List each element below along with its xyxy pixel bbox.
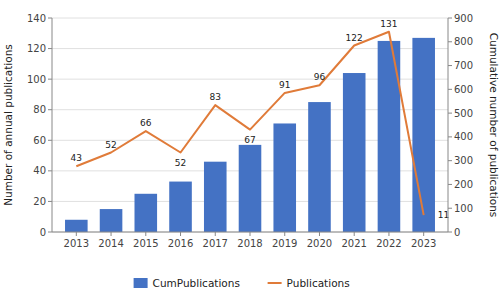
y2-tick [448,208,452,209]
y2-tick-label: 700 [454,60,473,71]
bar [308,102,331,232]
x-tick-label: 2023 [411,238,436,249]
legend-swatch [268,282,282,284]
x-tick [145,232,146,236]
x-tick [215,232,216,236]
data-label: 52 [105,140,116,150]
line [76,32,423,215]
y2-tick-label: 200 [454,179,473,190]
y2-tick [448,160,452,161]
x-tick [388,232,389,236]
y2-tick-label: 500 [454,108,473,119]
x-tick [354,232,355,236]
y2-tick [448,89,452,90]
y-tick-label: 100 [27,74,46,85]
y2-tick-label: 300 [454,155,473,166]
y-axis [52,18,53,232]
x-tick-label: 2022 [376,238,401,249]
y2-tick [448,113,452,114]
bar [239,145,262,232]
x-tick-label: 2018 [237,238,262,249]
y2-tick [448,18,452,19]
plot-area [65,32,435,232]
x-tick [111,232,112,236]
y2-tick-label: 400 [454,131,473,142]
bar [65,220,88,232]
y-tick [48,109,52,110]
x-tick-label: 2015 [133,238,158,249]
bar [135,194,158,232]
y-tick-label: 0 [40,227,46,238]
y-tick [48,201,52,202]
y-tick [48,170,52,171]
y-tick [48,140,52,141]
y-tick-label: 120 [27,43,46,54]
x-tick [284,232,285,236]
y-tick [48,18,52,19]
y2-tick [448,41,452,42]
y-tick-label: 60 [33,135,46,146]
x-tick-label: 2014 [98,238,123,249]
data-label: 67 [244,135,255,145]
x-tick-label: 2020 [307,238,332,249]
x-tick-label: 2016 [168,238,193,249]
y2-tick [448,136,452,137]
data-label: 91 [279,80,290,90]
data-label: 11 [438,210,449,220]
bar [273,123,296,232]
x-tick [250,232,251,236]
bar [169,182,192,232]
x-tick-label: 2019 [272,238,297,249]
x-tick [423,232,424,236]
data-label: 43 [71,153,82,163]
data-label: 66 [140,118,152,128]
y2-tick-label: 900 [454,13,473,24]
x-tick-label: 2021 [341,238,366,249]
y-tick [48,48,52,49]
data-label: 131 [380,19,397,29]
chart: 43 52 66 52 83 67 91 96 122 131 11 0 20 40 60 80 100 120 1… [0,0,500,301]
y2-tick-label: 0 [454,227,460,238]
y-tick-label: 80 [33,104,46,115]
data-label: 96 [314,72,326,82]
y2-tick [448,65,452,66]
y2-tick-label: 100 [454,203,473,214]
y2-tick-label: 600 [454,84,473,95]
x-tick [319,232,320,236]
y-tick-label: 40 [33,165,46,176]
bar [204,162,227,232]
legend-label: CumPublications [153,277,240,289]
bar [412,38,435,232]
data-label: 122 [346,33,363,43]
y-tick [48,79,52,80]
legend-swatch [134,278,148,288]
y-axis-label: Number of annual publications [2,44,14,206]
x-tick-label: 2017 [203,238,228,249]
y-tick [48,232,52,233]
x-tick [76,232,77,236]
y2-tick [448,184,452,185]
bar [343,73,366,232]
y-tick-label: 20 [33,196,46,207]
x-tick [180,232,181,236]
legend: CumPublications Publications [134,277,350,289]
y2-tick [448,232,452,233]
bar [100,209,123,232]
y2-axis [448,18,449,232]
x-tick-label: 2013 [64,238,89,249]
data-label: 83 [210,92,221,102]
y-tick-label: 140 [27,13,46,24]
legend-label: Publications [287,277,350,289]
y2-tick-label: 800 [454,36,473,47]
y2-axis-label: Cumulative number of publications [488,33,500,218]
data-label: 52 [175,158,186,168]
